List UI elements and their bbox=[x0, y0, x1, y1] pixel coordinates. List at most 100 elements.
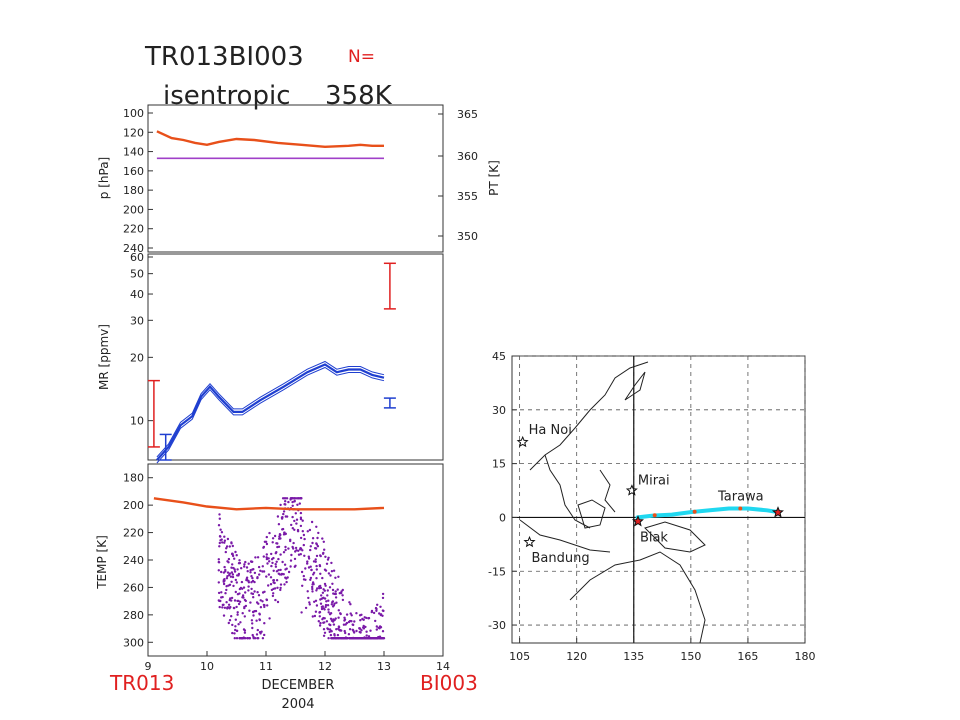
temp-frame bbox=[147, 463, 444, 657]
scatter-point bbox=[255, 633, 259, 636]
scatter-point bbox=[249, 569, 252, 572]
scatter-point bbox=[270, 588, 274, 592]
scatter-point bbox=[378, 612, 381, 615]
scatter-point bbox=[362, 637, 365, 640]
title-flight-id: TR013BI003 bbox=[144, 42, 304, 72]
scatter-point bbox=[318, 615, 321, 618]
scatter-point bbox=[272, 581, 275, 584]
scatter-point bbox=[232, 566, 235, 570]
scatter-point bbox=[218, 545, 221, 548]
scatter-point bbox=[262, 545, 266, 549]
scatter-point bbox=[321, 537, 324, 540]
scatter-point bbox=[249, 571, 252, 574]
pressure-tick-label: 120 bbox=[123, 126, 144, 139]
scatter-point bbox=[299, 516, 303, 519]
scatter-point bbox=[321, 605, 324, 608]
scatter-point bbox=[327, 572, 331, 575]
scatter-point bbox=[275, 560, 278, 563]
year-label: 2004 bbox=[281, 697, 314, 712]
scatter-point bbox=[221, 606, 224, 609]
scatter-point bbox=[254, 637, 257, 640]
scatter-point bbox=[343, 616, 346, 619]
station-star-icon bbox=[625, 484, 638, 496]
scatter-point bbox=[247, 562, 250, 565]
scatter-point bbox=[245, 578, 248, 582]
scatter-point bbox=[220, 591, 223, 594]
pressure-series bbox=[156, 130, 384, 160]
scatter-point bbox=[358, 627, 361, 630]
scatter-point bbox=[372, 611, 376, 615]
scatter-point bbox=[268, 617, 271, 620]
scatter-point bbox=[284, 497, 287, 500]
scatter-point bbox=[236, 599, 239, 603]
station-label: Ha Noi bbox=[529, 423, 572, 438]
scatter-point bbox=[273, 534, 277, 538]
scatter-point bbox=[265, 542, 269, 546]
trajectory-marker bbox=[692, 509, 697, 514]
scatter-point bbox=[341, 598, 345, 602]
scatter-point bbox=[307, 596, 310, 600]
scatter-point bbox=[275, 579, 279, 582]
scatter-point bbox=[234, 618, 237, 621]
scatter-point bbox=[327, 628, 330, 631]
scatter-point bbox=[367, 635, 371, 638]
scatter-point bbox=[367, 617, 370, 620]
scatter-point bbox=[233, 570, 237, 573]
scatter-point bbox=[306, 590, 309, 593]
scatter-point bbox=[321, 597, 324, 600]
pressure-tick-label: 100 bbox=[123, 107, 144, 120]
lat-tick-label: 15 bbox=[492, 458, 506, 471]
scatter-point bbox=[310, 568, 313, 572]
scatter-point bbox=[332, 623, 336, 626]
scatter-point bbox=[226, 607, 229, 610]
trajectory-line bbox=[635, 506, 781, 520]
scatter-point bbox=[311, 615, 314, 618]
scatter-point bbox=[381, 596, 385, 600]
date-xtick-labels: 9 10 11 12 13 14 bbox=[145, 651, 450, 673]
title-isentropic: isentropic bbox=[163, 81, 291, 111]
scatter-point bbox=[230, 566, 233, 569]
scatter-point bbox=[279, 537, 282, 540]
scatter-point bbox=[321, 576, 324, 580]
scatter-point bbox=[369, 629, 372, 632]
scatter-point bbox=[374, 637, 377, 640]
scatter-point bbox=[328, 613, 332, 616]
scatter-point bbox=[224, 592, 227, 595]
coastline-asia bbox=[529, 361, 649, 471]
scatter-point bbox=[358, 630, 361, 634]
scatter-point bbox=[276, 600, 280, 604]
mr-line bbox=[156, 360, 385, 458]
scatter-point bbox=[337, 627, 340, 630]
scatter-point bbox=[290, 553, 293, 557]
map-coastlines bbox=[519, 361, 706, 644]
scatter-point bbox=[347, 633, 351, 636]
scatter-point bbox=[257, 565, 261, 569]
temperature-line bbox=[153, 497, 385, 511]
scatter-point bbox=[297, 553, 301, 556]
scatter-point bbox=[357, 637, 360, 640]
scatter-point bbox=[337, 625, 341, 628]
scatter-point bbox=[266, 562, 269, 565]
scatter-point bbox=[330, 570, 334, 573]
start-flight-label: TR013 bbox=[109, 671, 174, 695]
scatter-point bbox=[284, 568, 287, 571]
scatter-point bbox=[252, 614, 255, 617]
scatter-point bbox=[334, 596, 338, 599]
scatter-point bbox=[279, 583, 283, 586]
scatter-point bbox=[228, 619, 232, 622]
scatter-point bbox=[271, 541, 274, 544]
scatter-point bbox=[343, 618, 347, 621]
scatter-point bbox=[219, 528, 222, 531]
scatter-point bbox=[332, 637, 335, 640]
scatter-point bbox=[223, 565, 226, 569]
pressure-tick-label: 160 bbox=[123, 165, 144, 178]
scatter-point bbox=[273, 587, 277, 590]
scatter-point bbox=[337, 609, 340, 612]
scatter-point bbox=[306, 530, 309, 533]
scatter-point bbox=[322, 634, 326, 637]
scatter-point bbox=[295, 549, 298, 552]
scatter-point bbox=[264, 540, 268, 543]
scatter-point bbox=[282, 533, 286, 536]
scatter-point bbox=[230, 599, 233, 602]
scatter-point bbox=[342, 637, 345, 640]
